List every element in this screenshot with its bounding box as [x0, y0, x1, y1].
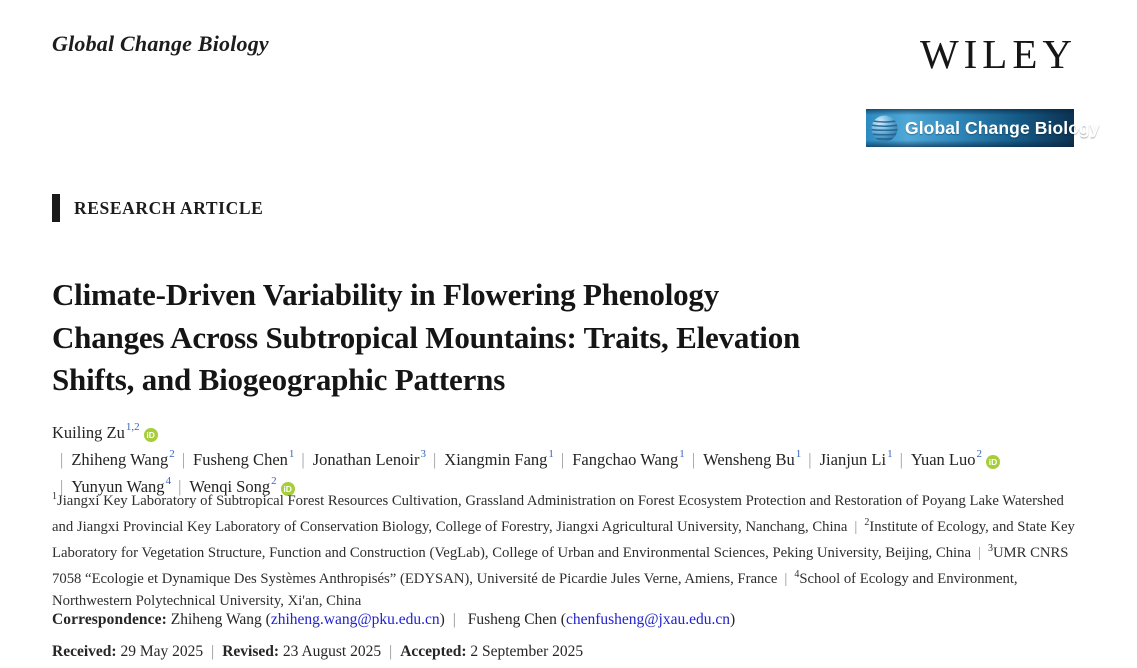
- author-name: Wensheng Bu: [703, 449, 795, 469]
- article-title: Climate-Driven Variability in Flowering …: [52, 274, 1072, 402]
- title-line-3: Shifts, and Biogeographic Patterns: [52, 362, 506, 397]
- author-name: Zhiheng Wang: [71, 449, 169, 469]
- orcid-icon[interactable]: iD: [143, 427, 158, 442]
- correspondence-line: Correspondence: Zhiheng Wang (zhiheng.wa…: [52, 611, 735, 629]
- author: Fusheng Chen1: [193, 448, 295, 469]
- author-affiliation-superscript: 1: [679, 448, 685, 460]
- affiliation-superscript: 4: [794, 568, 800, 580]
- date-label: Accepted:: [400, 643, 467, 660]
- author-separator: |: [181, 449, 186, 469]
- author-separator: |: [60, 449, 64, 469]
- author-separator: |: [808, 449, 812, 469]
- author: Kuiling Zu1,2iD: [52, 421, 158, 442]
- correspondence-label: Correspondence:: [52, 611, 167, 628]
- author: Xiangmin Fang1: [444, 448, 554, 469]
- author-affiliation-superscript: 3: [420, 448, 426, 460]
- article-type: RESEARCH ARTICLE: [52, 194, 263, 222]
- affiliation-superscript: 1: [52, 491, 57, 502]
- kicker-bar: [52, 194, 60, 222]
- author-list: Kuiling Zu1,2iD| Zhiheng Wang2 | Fusheng Ch…: [52, 417, 1000, 498]
- author-affiliation-superscript: 2: [169, 448, 175, 460]
- author: Jonathan Lenoir3: [312, 448, 426, 469]
- author-name: Jonathan Lenoir: [312, 449, 420, 469]
- author: Yuan Luo2iD: [910, 448, 1000, 469]
- author-separator: |: [691, 449, 696, 469]
- author-separator: |: [899, 449, 903, 469]
- author: Jianjun Li1: [819, 448, 893, 469]
- journal-name: Global Change Biology: [52, 31, 269, 56]
- correspondence-email-link[interactable]: chenfusheng@jxau.edu.cn: [565, 611, 731, 628]
- orcid-icon[interactable]: iD: [280, 481, 295, 496]
- author-name: Jianjun Li: [819, 449, 887, 469]
- author-affiliation-superscript: 1: [795, 448, 802, 460]
- date-separator: |: [389, 643, 393, 660]
- affiliation-superscript: 2: [864, 516, 870, 528]
- banner-label: Global Change Biology: [905, 117, 1100, 138]
- correspondence-email-link[interactable]: zhiheng.wang@pku.edu.cn: [270, 611, 440, 628]
- author-name: Fangchao Wang: [572, 449, 679, 469]
- author-separator: |: [60, 476, 64, 496]
- kicker-label: RESEARCH ARTICLE: [74, 197, 264, 218]
- date-label: Revised:: [222, 643, 280, 660]
- affiliation-separator: |: [977, 544, 981, 561]
- author-separator: |: [432, 449, 437, 469]
- author-affiliation-superscript: 2: [271, 475, 277, 487]
- author-affiliation-superscript: 1: [548, 448, 554, 460]
- affiliation-separator: |: [854, 518, 858, 535]
- title-line-1: Climate-Driven Variability in Flowering …: [52, 277, 720, 312]
- author-separator: |: [560, 449, 565, 469]
- author-separator: |: [178, 476, 182, 496]
- author-name: Wenqi Song: [189, 476, 271, 496]
- author-affiliation-superscript: 2: [976, 448, 983, 460]
- dates-line: Received: 29 May 2025 | Revised: 23 August…: [52, 643, 584, 660]
- journal-banner: Global Change Biology: [866, 109, 1100, 147]
- author-affiliation-superscript: 1: [288, 448, 295, 460]
- author-affiliation-superscript: 1: [887, 448, 893, 460]
- affiliation-separator: |: [784, 570, 788, 587]
- affiliation-superscript: 3: [987, 542, 993, 554]
- affiliations: 1Jiangxi Key Laboratory of Subtropical F…: [52, 491, 1075, 609]
- author-affiliation-superscript: 1,2: [125, 421, 140, 433]
- wiley-logo: WILEY: [919, 31, 1077, 77]
- correspondence-separator: |: [452, 611, 456, 628]
- author-separator: |: [301, 449, 305, 469]
- title-line-2: Changes Across Subtropical Mountains: Tr…: [52, 319, 801, 355]
- author-name: Yuan Luo: [910, 449, 976, 469]
- author: Yunyun Wang4: [71, 475, 172, 496]
- author: Wenqi Song2iD: [189, 475, 295, 496]
- globe-icon: [871, 115, 898, 141]
- author: Wensheng Bu1: [703, 448, 802, 469]
- author-name: Kuiling Zu: [52, 422, 125, 442]
- date-separator: |: [211, 643, 215, 660]
- date-label: Received:: [52, 643, 117, 660]
- correspondence-contacts: Zhiheng Wang (zhiheng.wang@pku.edu.cn) | …: [170, 611, 736, 628]
- author-name: Xiangmin Fang: [444, 449, 548, 469]
- author: Zhiheng Wang2: [71, 448, 175, 469]
- author-name: Yunyun Wang: [71, 476, 165, 496]
- author-name: Fusheng Chen: [193, 449, 288, 469]
- orcid-icon[interactable]: iD: [986, 454, 1000, 469]
- author-affiliation-superscript: 4: [165, 475, 172, 487]
- author: Fangchao Wang1: [572, 448, 685, 469]
